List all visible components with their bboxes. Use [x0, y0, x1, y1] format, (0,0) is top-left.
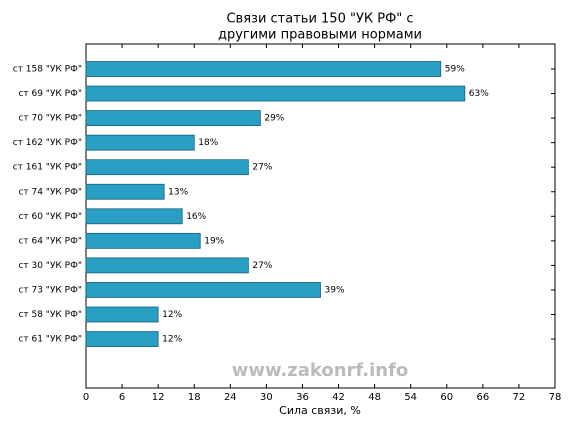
value-label: 29% [264, 114, 284, 124]
y-tick-label: ст 70 "УК РФ" [18, 114, 82, 124]
value-label: 27% [252, 261, 272, 271]
y-tick-label: ст 30 "УК РФ" [18, 261, 82, 271]
bar [85, 282, 321, 298]
value-label: 27% [252, 163, 272, 173]
x-tick-label: 18 [188, 392, 201, 403]
y-tick-label: ст 162 "УК РФ" [13, 138, 82, 148]
x-tick-label: 66 [476, 392, 489, 403]
y-tick-label: ст 69 "УК РФ" [18, 89, 82, 99]
y-tick-label: ст 74 "УК РФ" [18, 187, 82, 197]
x-tick-label: 0 [83, 392, 89, 403]
x-tick-label: 60 [440, 392, 453, 403]
bar [85, 306, 159, 323]
bar [85, 159, 249, 176]
value-label: 16% [186, 212, 206, 222]
x-tick-label: 42 [332, 392, 345, 403]
x-tick-label: 48 [368, 392, 381, 403]
x-tick-label: 6 [119, 392, 125, 403]
bar [85, 183, 165, 200]
value-label: 12% [162, 310, 182, 320]
y-tick-label: ст 60 "УК РФ" [18, 212, 82, 222]
bar [85, 110, 261, 126]
x-tick-label: 30 [260, 392, 273, 403]
y-tick-label: ст 158 "УК РФ" [13, 65, 82, 75]
bar [85, 257, 249, 274]
bar [85, 232, 201, 249]
watermark: www.zakonrf.info [232, 360, 409, 381]
chart-title: другими правовыми нормами [218, 28, 422, 43]
x-tick-label: 24 [224, 392, 237, 403]
value-label: 39% [325, 285, 345, 295]
value-label: 59% [445, 65, 465, 75]
chart-title: Связи статьи 150 "УК РФ" с [226, 12, 413, 27]
value-label: 13% [168, 187, 188, 197]
x-tick-label: 72 [513, 392, 526, 403]
bar [85, 61, 442, 77]
bar [85, 331, 159, 347]
x-tick-label: 12 [152, 392, 165, 403]
x-axis-label: Сила связи, % [279, 404, 361, 417]
value-label: 12% [162, 335, 182, 345]
y-tick-label: ст 64 "УК РФ" [18, 236, 82, 246]
x-tick-label: 36 [296, 392, 309, 403]
y-tick-label: ст 73 "УК РФ" [18, 285, 82, 295]
y-tick-label: ст 58 "УК РФ" [18, 310, 82, 320]
x-tick-label: 54 [404, 392, 417, 403]
x-tick-label: 78 [549, 392, 562, 403]
value-label: 63% [469, 89, 489, 99]
y-tick-label: ст 161 "УК РФ" [13, 163, 82, 173]
value-label: 18% [198, 138, 218, 148]
bar [85, 134, 195, 151]
bar [85, 208, 183, 225]
bar [85, 85, 466, 102]
y-tick-label: ст 61 "УК РФ" [18, 335, 82, 345]
value-label: 19% [204, 236, 224, 246]
